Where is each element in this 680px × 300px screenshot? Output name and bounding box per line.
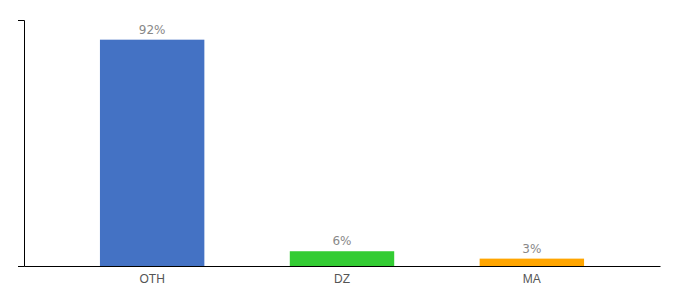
x-tick: MA [523, 272, 541, 286]
x-axis-line [25, 266, 661, 267]
x-tick-label: OTH [139, 272, 164, 286]
chart-svg: OTH DZ MA 92% 6% 3% [0, 0, 680, 300]
plot-area: OTH DZ MA 92% 6% 3% [18, 21, 661, 286]
y-axis [18, 21, 25, 267]
x-tick: DZ [334, 272, 350, 286]
bar [100, 40, 204, 266]
bars [100, 40, 584, 266]
data-labels: 92% 6% 3% [139, 23, 542, 256]
x-tick: OTH [139, 272, 164, 286]
data-label: 3% [522, 242, 541, 256]
chart-container: OTH DZ MA 92% 6% 3% [0, 0, 680, 300]
data-label: 6% [332, 234, 351, 248]
x-axis: OTH DZ MA [25, 267, 661, 286]
y-axis-line [18, 21, 25, 267]
x-tick-label: DZ [334, 272, 350, 286]
bar [290, 251, 394, 266]
x-tick-label: MA [523, 272, 541, 286]
data-label: 92% [139, 23, 166, 37]
bar [480, 259, 584, 266]
